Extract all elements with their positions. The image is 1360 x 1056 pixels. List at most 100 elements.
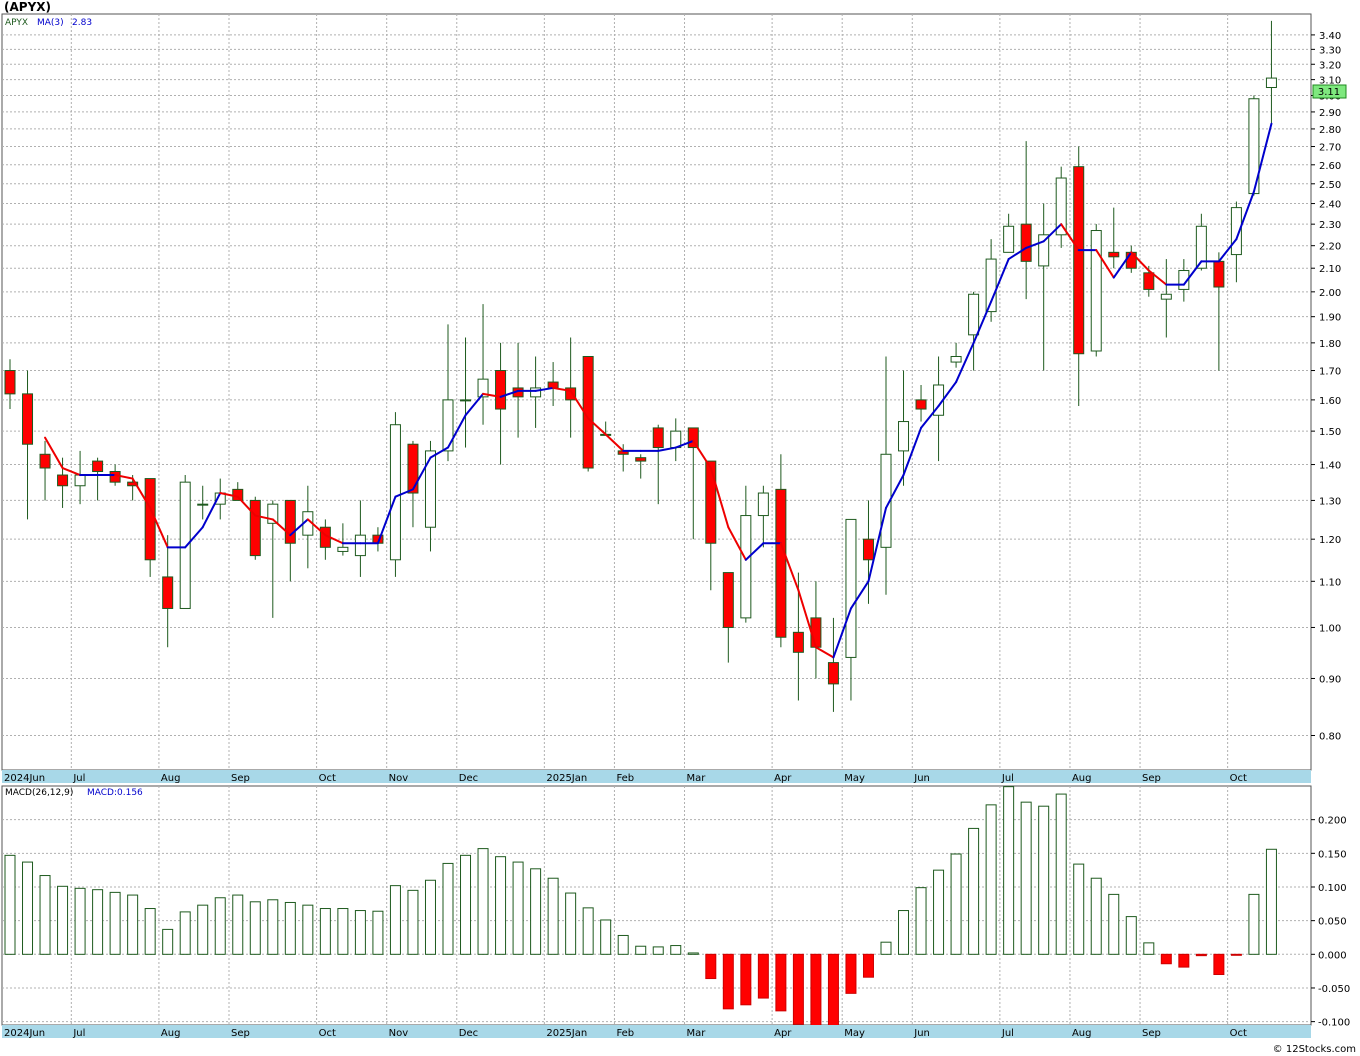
ma-segment <box>447 414 467 449</box>
candle-body <box>477 378 489 398</box>
price-y-tick-label: 3.20 <box>1319 60 1341 71</box>
candles <box>4 20 1277 712</box>
macd-bar <box>1090 877 1102 955</box>
ma-segment <box>604 433 625 452</box>
ma-segment <box>779 542 800 592</box>
ma-segment <box>569 389 590 420</box>
x-tick-label: Mar <box>687 773 707 784</box>
macd-bars <box>4 786 1277 1032</box>
candle <box>389 412 401 577</box>
macd-bar <box>792 953 804 1025</box>
candle-body <box>652 427 664 449</box>
candle <box>792 572 804 701</box>
macd-bar <box>740 953 752 1006</box>
price-y-tick-label: 2.30 <box>1319 220 1341 231</box>
candle-body <box>74 474 86 487</box>
macd-bar <box>407 889 419 955</box>
last-price-label: 3.11 <box>1318 87 1340 98</box>
candle-body <box>22 393 34 445</box>
candle <box>1090 224 1102 357</box>
candle-body <box>267 503 279 524</box>
candle-body <box>495 370 507 410</box>
price-y-tick-label: 2.70 <box>1319 143 1341 154</box>
macd-bar <box>57 885 69 955</box>
x-tick-label: 2025Jan <box>546 1028 587 1039</box>
x-tick-label: Apr <box>774 1028 792 1039</box>
x-tick-label: Jul <box>72 1028 85 1039</box>
ma-segment <box>394 488 414 498</box>
price-y-tick-label: 2.50 <box>1319 180 1341 191</box>
ma-segment <box>587 417 607 436</box>
macd-bar <box>337 908 349 955</box>
price-y-tick-label: 1.40 <box>1319 461 1341 472</box>
macd-bar <box>477 848 489 955</box>
candle <box>460 337 472 448</box>
candle <box>880 356 892 595</box>
x-tick-label: Jun <box>913 1028 930 1039</box>
macd-bar <box>1195 953 1207 957</box>
candle-body <box>460 399 472 402</box>
ma-segment <box>1130 251 1150 272</box>
candle-body <box>1230 207 1242 256</box>
ma-segment <box>1007 246 1028 261</box>
macd-bar <box>547 877 559 955</box>
price-panel: 3.403.303.203.103.002.902.802.702.602.50… <box>1 0 1347 771</box>
ma-segment <box>744 542 765 561</box>
macd-bar <box>968 827 980 955</box>
price-x-axis-band <box>2 770 1311 783</box>
candle-body <box>232 488 244 501</box>
candle <box>898 370 910 486</box>
macd-bar <box>1125 916 1137 955</box>
candle-body <box>1055 177 1067 236</box>
x-tick-label: 2024Jun <box>4 773 45 784</box>
x-tick-label: Sep <box>1142 773 1161 784</box>
candle <box>1265 20 1277 126</box>
macd-bar <box>810 953 822 1029</box>
macd-bar <box>898 910 910 955</box>
macd-bar <box>74 887 86 955</box>
x-tick-label: Jul <box>1001 1028 1014 1039</box>
candle-body <box>57 474 69 487</box>
price-y-tick-label: 2.80 <box>1319 125 1341 136</box>
candle <box>1055 166 1067 248</box>
candle-body <box>354 534 366 557</box>
ma-segment <box>692 439 712 470</box>
macd-bar <box>775 953 787 1012</box>
ma-segment <box>867 506 887 583</box>
candle-body <box>530 387 542 398</box>
macd-bar <box>617 934 629 955</box>
macd-bar <box>179 911 191 955</box>
macd-bar <box>1265 848 1277 955</box>
macd-bar <box>109 891 121 955</box>
candle <box>1108 207 1120 269</box>
candle <box>407 440 419 528</box>
candle <box>687 427 699 540</box>
macd-bar <box>302 904 314 955</box>
ma-segment <box>114 474 134 480</box>
candle <box>162 535 174 648</box>
macd-bar <box>372 910 384 955</box>
x-tick-label: Nov <box>389 773 409 784</box>
candle <box>1230 201 1242 283</box>
candle <box>1003 213 1015 253</box>
macd-bar <box>319 908 331 955</box>
candle <box>757 485 769 548</box>
ma-segment <box>849 580 870 610</box>
macd-bar <box>1178 953 1190 968</box>
macd-bar <box>1055 793 1067 955</box>
ma-segment <box>184 526 204 549</box>
ma-segment <box>499 389 520 398</box>
macd-bar <box>722 953 734 1010</box>
candle <box>337 523 349 556</box>
macd-bar <box>232 894 244 955</box>
ma-segment <box>534 386 555 392</box>
price-y-tick-label: 2.20 <box>1319 242 1341 253</box>
macd-bar <box>424 879 436 955</box>
last-price-box <box>1312 84 1347 99</box>
x-tick-label: Sep <box>231 1028 250 1039</box>
candle <box>635 454 647 479</box>
macd-bar <box>214 897 226 955</box>
candle <box>1073 146 1085 406</box>
candle-body <box>1108 251 1120 258</box>
candle <box>22 370 34 520</box>
